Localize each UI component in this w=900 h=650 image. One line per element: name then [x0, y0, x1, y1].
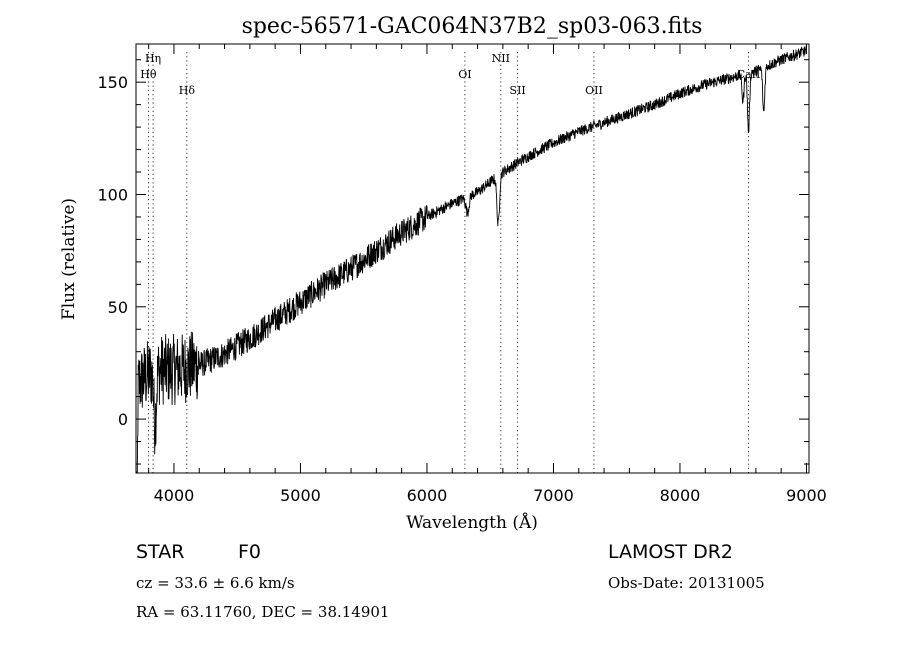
line-marker-label: OII — [585, 84, 603, 97]
y-tick-label: 150 — [97, 73, 128, 92]
object-subclass: F0 — [238, 541, 262, 563]
observation-date: Obs-Date: 20131005 — [608, 574, 765, 592]
line-marker-label: Hθ — [140, 68, 157, 81]
x-tick-label: 4000 — [154, 486, 195, 505]
redshift-value: cz = 33.6 ± 6.6 km/s — [136, 574, 295, 592]
coordinates: RA = 63.11760, DEC = 38.14901 — [136, 603, 390, 621]
object-class: STAR — [136, 541, 185, 563]
x-axis-label: Wavelength (Å) — [406, 512, 538, 533]
line-marker-label: SII — [510, 84, 526, 97]
x-tick-label: 8000 — [660, 486, 701, 505]
y-tick-label: 100 — [97, 185, 128, 204]
line-marker-label: NII — [492, 52, 510, 65]
survey-name: LAMOST DR2 — [608, 541, 733, 563]
y-tick-label: 0 — [118, 410, 128, 429]
line-marker-label: Hη — [145, 52, 161, 65]
x-tick-label: 9000 — [786, 486, 827, 505]
axis-ticks: 4000 5000 6000 7000 8000 9000 0 50 100 150 — [97, 44, 827, 505]
line-marker-label: Hδ — [179, 84, 196, 97]
line-marker-label: OI — [458, 68, 471, 81]
x-tick-label: 6000 — [407, 486, 448, 505]
chart-title: spec-56571-GAC064N37B2_sp03-063.fits — [242, 14, 703, 39]
spectrum-line — [136, 45, 807, 473]
y-tick-label: 50 — [108, 298, 128, 317]
plot-frame — [135, 43, 810, 474]
x-tick-label: 7000 — [533, 486, 574, 505]
y-axis-label: Flux (relative) — [59, 198, 79, 320]
x-tick-label: 5000 — [280, 486, 321, 505]
